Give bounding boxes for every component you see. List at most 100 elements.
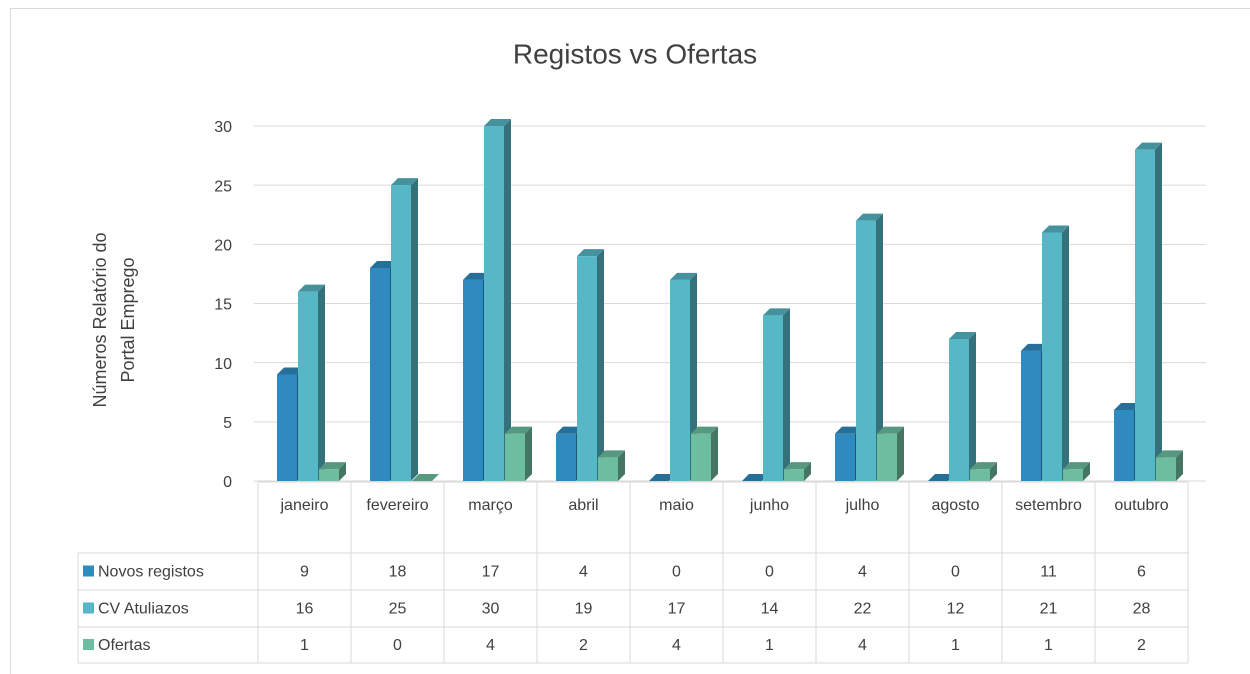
bar	[763, 315, 783, 481]
legend-label: Ofertas	[98, 637, 150, 654]
bar	[1021, 350, 1041, 481]
x-tick-label: junho	[749, 497, 789, 514]
bar-side	[1083, 462, 1090, 481]
bar-top	[1042, 225, 1069, 233]
table-value: 9	[300, 564, 309, 581]
bar-top	[484, 119, 511, 126]
bar-side	[990, 462, 997, 481]
bar	[463, 279, 483, 481]
bar-side	[411, 178, 418, 481]
bar-top	[970, 462, 997, 470]
legend-swatch	[83, 602, 94, 614]
bar-top	[298, 284, 325, 292]
bar-side	[969, 332, 976, 481]
bar-top	[1021, 343, 1048, 351]
bar	[691, 433, 711, 481]
legend-swatch	[83, 639, 94, 650]
bar	[670, 279, 690, 481]
bar-top	[835, 426, 862, 434]
table-value: 4	[672, 637, 681, 654]
table-value: 11	[1040, 564, 1057, 581]
table-value: 0	[393, 637, 402, 654]
bar-top	[370, 261, 397, 268]
legend-label: Novos registos	[98, 564, 204, 581]
bar-top	[505, 426, 532, 434]
table-value: 28	[1133, 601, 1151, 618]
y-tick-label: 25	[214, 178, 232, 195]
y-axis-label: Números Relatório do Portal Emprego	[90, 232, 138, 408]
bar-top	[670, 272, 697, 280]
table-value: 21	[1040, 601, 1058, 618]
bar	[1114, 410, 1134, 481]
bar-top	[763, 308, 790, 316]
bar-top	[1156, 450, 1183, 458]
y-tick-label: 30	[214, 119, 232, 136]
bar-top	[742, 474, 769, 481]
table-value: 4	[486, 637, 495, 654]
bar	[835, 433, 855, 481]
table-value: 18	[389, 564, 407, 581]
bar	[856, 220, 876, 481]
table-value: 4	[858, 564, 867, 581]
table-value: 1	[300, 637, 309, 654]
x-tick-label: março	[468, 497, 513, 514]
bar	[556, 433, 576, 481]
table-value: 6	[1137, 564, 1146, 581]
bar-side	[711, 426, 718, 481]
table-value: 4	[858, 637, 867, 654]
bar-side	[876, 213, 883, 481]
bar-side	[1176, 450, 1183, 481]
y-tick-label: 5	[223, 415, 232, 432]
x-tick-label: abril	[568, 497, 598, 514]
bar-top	[391, 178, 418, 186]
bar	[784, 469, 804, 481]
table-value: 1	[951, 637, 960, 654]
bar-side	[504, 119, 511, 481]
bar	[391, 185, 411, 481]
table-value: 17	[668, 601, 686, 618]
y-tick-label: 20	[214, 238, 232, 255]
y-tick-label: 15	[214, 297, 232, 314]
table-value: 14	[761, 601, 779, 618]
bar-side	[525, 426, 532, 481]
bar	[577, 256, 597, 481]
table-value: 2	[579, 637, 588, 654]
table-value: 30	[482, 601, 500, 618]
bar-top	[949, 332, 976, 339]
bar	[877, 433, 897, 481]
bar-side	[318, 284, 325, 481]
bar	[949, 339, 969, 481]
chart-border	[10, 8, 1250, 674]
table-value: 0	[672, 564, 681, 581]
bar-top	[412, 474, 439, 481]
bar	[484, 126, 504, 481]
table-value: 16	[296, 601, 314, 618]
x-tick-label: fevereiro	[366, 497, 428, 514]
bar-top	[649, 474, 676, 481]
bar	[1156, 457, 1176, 481]
bar-top	[1135, 142, 1162, 150]
bar-top	[463, 272, 490, 280]
bar-top	[277, 367, 304, 375]
legend-label: CV Atuliazos	[98, 601, 189, 618]
table-value: 17	[482, 564, 500, 581]
bar-top	[928, 474, 955, 481]
bar	[277, 374, 297, 481]
bar	[505, 433, 525, 481]
table-value: 4	[579, 564, 588, 581]
table-value: 12	[947, 601, 965, 618]
bar-side	[804, 462, 811, 481]
bar-top	[577, 249, 604, 257]
x-tick-label: outubro	[1114, 497, 1168, 514]
legend-swatch	[83, 565, 94, 577]
x-tick-label: setembro	[1015, 497, 1082, 514]
bar	[1042, 232, 1062, 481]
y-tick-label: 0	[223, 474, 232, 491]
chart-title: Registos vs Ofertas	[513, 38, 757, 69]
x-tick-label: maio	[659, 497, 694, 514]
table-value: 1	[1044, 637, 1053, 654]
bar-side	[1155, 142, 1162, 481]
x-tick-label: janeiro	[279, 497, 328, 514]
table-value: 22	[854, 601, 872, 618]
